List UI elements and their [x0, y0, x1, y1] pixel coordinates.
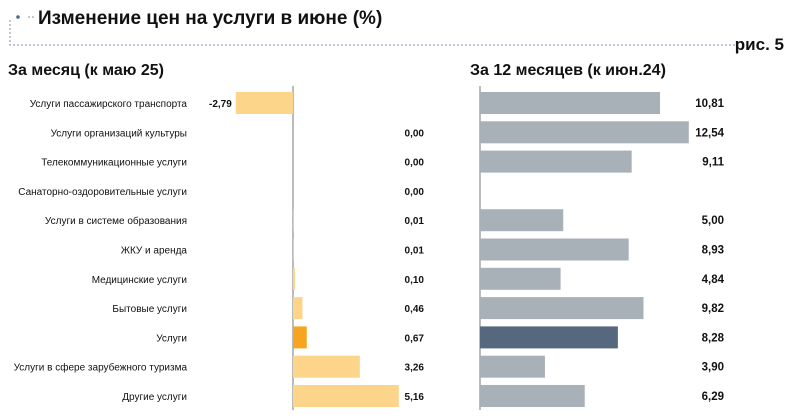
right-bar	[480, 355, 545, 378]
right-bar	[480, 209, 564, 232]
left-bar	[293, 326, 307, 349]
left-bar	[293, 355, 360, 378]
right-panel-title: За 12 месяцев (к июн.24)	[470, 62, 666, 79]
category-label: Бытовые услуги	[112, 304, 187, 315]
right-bar	[480, 267, 561, 290]
right-value-label: 12,54	[695, 127, 724, 139]
left-bar	[293, 385, 399, 407]
category-label: Услуги пассажирского транспорта	[30, 99, 188, 110]
left-value-label: 0,00	[405, 128, 425, 139]
left-bar	[293, 297, 303, 320]
right-value-label: 5,00	[702, 215, 724, 227]
category-label: Услуги в системе образования	[45, 215, 187, 227]
dotted-frame	[9, 15, 738, 46]
figure-label: рис. 5	[734, 35, 784, 54]
right-bar	[480, 121, 689, 144]
left-value-label: 0,01	[405, 216, 425, 227]
left-value-label: 0,00	[405, 158, 425, 169]
category-label: Медицинские услуги	[92, 275, 187, 286]
category-label: ЖКУ и аренда	[121, 246, 188, 257]
left-value-label: 0,00	[405, 187, 425, 198]
right-bar	[480, 92, 660, 114]
right-value-label: 9,82	[702, 303, 724, 315]
right-value-label: 10,81	[695, 98, 724, 110]
right-value-label: 3,90	[702, 362, 724, 374]
left-value-label: 0,46	[405, 304, 425, 315]
category-label: Другие услуги	[122, 392, 187, 403]
right-bar	[480, 326, 618, 349]
category-label: Санаторно-оздоровительные услуги	[18, 187, 187, 198]
right-value-label: 9,11	[702, 157, 724, 169]
left-value-label: 0,10	[405, 275, 425, 286]
left-value-label: 5,16	[405, 392, 425, 403]
category-label: Телекоммуникационные услуги	[41, 158, 187, 169]
left-bar	[293, 267, 296, 290]
right-bar	[480, 297, 644, 320]
frame-dot	[16, 15, 20, 19]
chart-title: Изменение цен на услуги в июне (%)	[38, 8, 383, 29]
left-value-label: 0,67	[405, 333, 425, 344]
left-value-label: 3,26	[405, 363, 425, 374]
right-value-label: 4,84	[702, 274, 725, 286]
category-label: Услуги в сфере зарубежного туризма	[14, 362, 188, 374]
right-value-label: 8,93	[702, 245, 724, 257]
left-value-label: 0,01	[405, 246, 425, 257]
right-value-label: 6,29	[702, 391, 724, 403]
right-value-label: 8,28	[702, 332, 725, 344]
left-panel-title: За месяц (к маю 25)	[8, 62, 164, 79]
category-label: Услуги	[156, 333, 187, 344]
right-bar	[480, 150, 632, 173]
right-bar	[480, 385, 585, 407]
right-bar	[480, 238, 629, 261]
category-label: Услуги организаций культуры	[51, 128, 187, 139]
left-value-label: -2,79	[209, 99, 232, 110]
left-bar	[235, 92, 293, 114]
chart-header: Изменение цен на услуги в июне (%) рис. …	[8, 4, 788, 54]
